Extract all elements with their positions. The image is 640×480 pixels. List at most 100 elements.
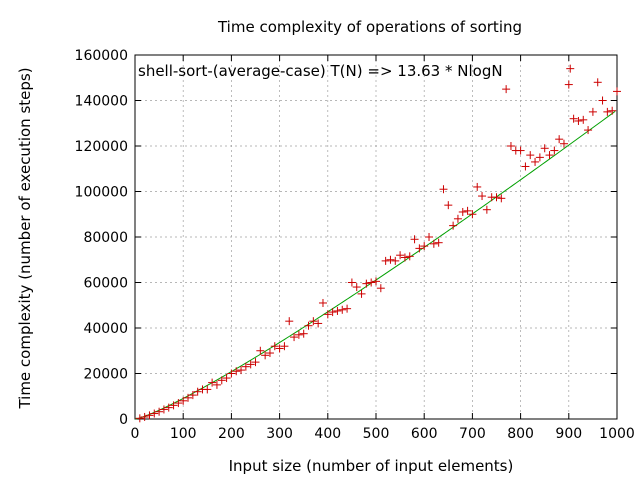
data-point xyxy=(241,362,250,371)
data-point xyxy=(492,193,501,202)
data-point xyxy=(164,403,173,412)
data-point xyxy=(328,308,337,317)
x-tick-label: 300 xyxy=(266,426,293,442)
data-point xyxy=(449,221,458,230)
data-point xyxy=(550,146,559,155)
y-tick-label: 0 xyxy=(119,412,128,428)
y-tick-label: 120000 xyxy=(75,139,128,155)
data-point xyxy=(280,342,289,351)
y-tick-label: 40000 xyxy=(83,321,128,337)
y-tick-label: 20000 xyxy=(83,367,128,383)
data-point xyxy=(290,333,299,342)
x-tick-label: 800 xyxy=(507,426,534,442)
x-tick-label: 700 xyxy=(459,426,486,442)
data-point xyxy=(343,304,352,313)
data-point xyxy=(463,206,472,215)
x-tick-label: 0 xyxy=(131,426,140,442)
data-point xyxy=(174,399,183,408)
data-point xyxy=(420,242,429,251)
data-point xyxy=(357,289,366,298)
data-point xyxy=(372,277,380,286)
chart-title: Time complexity of operations of sorting xyxy=(217,18,522,36)
x-tick-label: 500 xyxy=(363,426,390,442)
data-point xyxy=(559,139,568,148)
data-point xyxy=(603,107,612,116)
data-point xyxy=(588,107,597,116)
y-tick-label: 100000 xyxy=(75,185,128,201)
data-point xyxy=(222,374,231,383)
data-point xyxy=(347,278,356,287)
data-point xyxy=(270,342,279,351)
data-point xyxy=(574,116,583,125)
data-point xyxy=(566,64,575,73)
grid-lines xyxy=(135,55,617,419)
data-point xyxy=(208,378,217,387)
data-point xyxy=(531,157,540,166)
formula-annotation: shell-sort-(average-case) T(N) => 13.63 … xyxy=(138,62,503,80)
x-tick-label: 200 xyxy=(218,426,245,442)
data-point xyxy=(410,235,419,244)
data-point xyxy=(265,349,274,358)
data-point xyxy=(391,256,400,265)
data-point xyxy=(193,387,202,396)
data-point xyxy=(521,162,530,171)
data-point xyxy=(323,310,332,319)
data-point xyxy=(497,194,506,203)
data-point xyxy=(376,284,385,293)
data-point xyxy=(400,253,409,262)
x-tick-label: 100 xyxy=(170,426,197,442)
data-point xyxy=(386,255,395,264)
data-point xyxy=(545,151,554,160)
data-point xyxy=(285,317,294,326)
y-axis-label: Time complexity (number of execution ste… xyxy=(16,67,34,409)
data-points-group xyxy=(135,64,621,423)
x-tick-label: 600 xyxy=(411,426,438,442)
y-tick-label: 80000 xyxy=(83,230,128,246)
data-point xyxy=(526,151,535,160)
data-point xyxy=(569,114,578,123)
data-point xyxy=(613,87,621,96)
data-point xyxy=(415,244,424,253)
data-point xyxy=(434,238,443,247)
data-point xyxy=(425,233,434,241)
data-point xyxy=(261,351,270,360)
data-point xyxy=(593,78,602,87)
data-point xyxy=(338,305,347,314)
data-point xyxy=(473,182,482,191)
data-point xyxy=(439,185,448,194)
data-point xyxy=(478,192,487,201)
data-point xyxy=(458,207,467,216)
data-point xyxy=(598,96,607,105)
data-point xyxy=(367,278,376,287)
data-point xyxy=(135,414,144,423)
data-point xyxy=(362,279,371,288)
data-point xyxy=(188,391,197,400)
x-tick-label: 900 xyxy=(555,426,582,442)
data-point xyxy=(309,317,318,326)
data-point xyxy=(232,367,241,376)
data-point xyxy=(482,205,491,214)
data-point xyxy=(608,106,617,115)
data-point xyxy=(184,393,193,402)
axis-ticks: 0 100 200 300 400 500 600 700 800 900 1000 0 20000 40… xyxy=(75,48,635,442)
data-point xyxy=(304,321,313,330)
data-point xyxy=(579,115,588,124)
data-point xyxy=(564,80,573,89)
y-tick-label: 60000 xyxy=(83,276,128,292)
fit-curve xyxy=(135,110,616,420)
data-point xyxy=(468,210,477,219)
data-point xyxy=(179,396,188,405)
x-tick-label: 400 xyxy=(314,426,341,442)
data-point xyxy=(396,251,405,260)
data-point xyxy=(506,142,515,150)
x-tick-label: 1000 xyxy=(599,426,635,442)
data-point xyxy=(275,344,284,353)
data-point xyxy=(159,405,168,414)
data-point xyxy=(381,256,390,265)
y-tick-label: 160000 xyxy=(75,48,128,64)
data-point xyxy=(352,283,361,292)
data-point xyxy=(256,346,265,355)
data-point xyxy=(444,201,453,210)
data-point xyxy=(212,380,221,389)
data-point xyxy=(333,306,342,315)
